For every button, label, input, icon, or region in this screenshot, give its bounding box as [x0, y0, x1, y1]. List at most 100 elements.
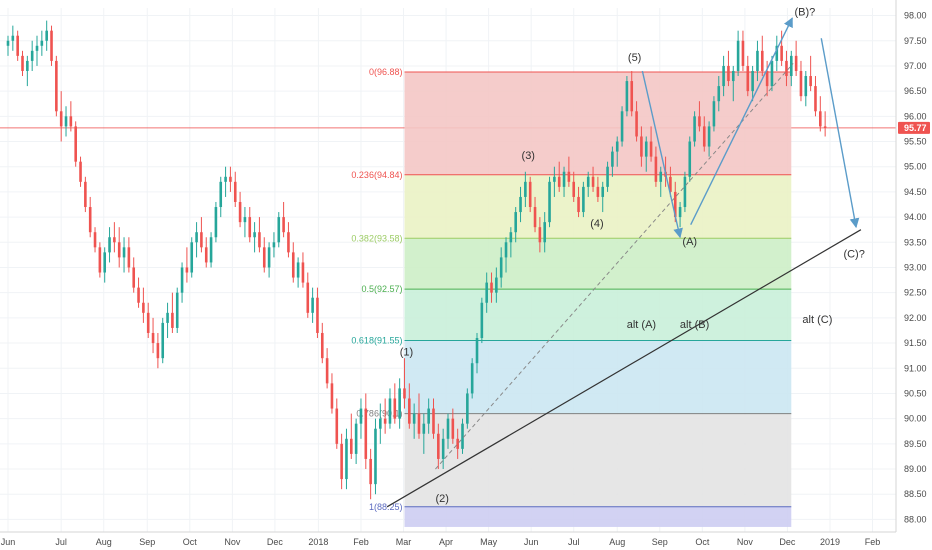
- fib-zone: [404, 413, 792, 507]
- candle-body: [693, 116, 696, 142]
- candle-body: [248, 217, 252, 238]
- wave-label: (4): [590, 218, 603, 230]
- price-tick-label: 95.50: [904, 137, 927, 147]
- candle-body: [461, 423, 464, 449]
- candle-body: [200, 232, 203, 248]
- price-tick-label: 88.50: [904, 489, 927, 499]
- candle-body: [311, 297, 314, 313]
- candle-body: [514, 212, 517, 233]
- time-axis-background: [0, 532, 896, 550]
- candle-body: [98, 247, 102, 273]
- candle-body: [528, 181, 532, 208]
- price-tick-label: 95.00: [904, 162, 927, 172]
- candle-body: [16, 35, 19, 56]
- candle-body: [596, 186, 600, 197]
- candle-body: [441, 438, 445, 459]
- candle-body: [780, 45, 783, 61]
- fib-level-label: 0.5(92.57): [361, 284, 402, 294]
- candle-body: [437, 433, 440, 459]
- fib-zone: [404, 289, 792, 341]
- candle-body: [40, 40, 44, 46]
- candle-body: [84, 181, 87, 208]
- candle-body: [171, 312, 174, 328]
- time-tick-label: Jun: [1, 537, 16, 547]
- time-tick-label: Feb: [353, 537, 369, 547]
- candle-body: [698, 116, 701, 127]
- price-tick-label: 94.50: [904, 187, 927, 197]
- candle-body: [330, 383, 334, 409]
- candle-body: [45, 30, 48, 41]
- candle-body: [291, 252, 295, 278]
- candle-body: [601, 186, 605, 197]
- candle-body: [673, 191, 677, 218]
- candle-body: [412, 413, 416, 424]
- candle-body: [214, 207, 218, 238]
- candle-body: [233, 181, 237, 202]
- candle-body: [301, 262, 305, 283]
- candle-body: [374, 428, 377, 485]
- price-tick-label: 93.50: [904, 237, 927, 247]
- candle-body: [562, 171, 566, 187]
- projection-arrow: [641, 70, 683, 239]
- current-price-tag: [898, 121, 930, 134]
- candle-body: [156, 343, 160, 359]
- price-tick-label: 92.50: [904, 288, 927, 298]
- candle-body: [504, 242, 508, 258]
- candle-body: [287, 232, 290, 253]
- fib-level-label: 0.786(90.1): [356, 409, 402, 419]
- candle-body: [229, 176, 232, 182]
- fib-level-label: 0(96.88): [369, 67, 403, 77]
- candle-body: [644, 141, 648, 157]
- time-axis[interactable]: Jun Jul Aug Sep Oct Nov Dec 2018 Feb Mar Apr May Jun…: [0, 531, 896, 550]
- fib-zone: [404, 238, 792, 290]
- candle-body: [538, 227, 542, 243]
- candle-body: [383, 418, 387, 424]
- candle-body: [654, 156, 658, 182]
- candle-body: [253, 232, 256, 238]
- candle-body: [306, 282, 310, 313]
- candle-body: [702, 126, 706, 147]
- candle-body: [543, 222, 547, 243]
- candle-body: [794, 55, 798, 71]
- candle-body: [475, 338, 479, 364]
- price-tick-label: 88.00: [904, 514, 927, 524]
- candle-body: [175, 292, 179, 328]
- candle-body: [770, 60, 774, 87]
- candle-body: [712, 101, 716, 127]
- time-tick-label: Sep: [139, 537, 155, 547]
- price-axis[interactable]: 98.00 97.50 97.00 96.50 96.00 95.50 95.00 94.50…: [895, 0, 932, 550]
- candle-body: [548, 181, 551, 223]
- candle-body: [282, 217, 285, 233]
- fib-level-label: 0.618(91.55): [351, 336, 402, 346]
- candle-body: [166, 312, 169, 323]
- candle-body: [267, 247, 271, 268]
- price-tick-label: 90.50: [904, 388, 927, 398]
- wave-label: (C)?: [843, 248, 864, 260]
- candle-body: [243, 217, 247, 223]
- candle-body: [495, 277, 498, 293]
- candle-body: [422, 423, 426, 434]
- candle-body: [79, 161, 82, 182]
- candle-body: [122, 247, 126, 258]
- candle-body: [359, 408, 363, 424]
- candle-body: [760, 50, 764, 71]
- time-tick-label: Dec: [779, 537, 796, 547]
- candle-body: [553, 176, 556, 182]
- candle-body: [408, 398, 411, 424]
- candle-body: [50, 30, 53, 61]
- candle-body: [103, 252, 107, 273]
- candle-body: [6, 40, 10, 46]
- candle-body: [722, 65, 725, 87]
- time-tick-label: Oct: [695, 537, 710, 547]
- wave-label: (5): [628, 52, 641, 64]
- fib-zone: [404, 340, 792, 414]
- candle-body: [572, 181, 576, 197]
- price-tick-label: 93.00: [904, 262, 927, 272]
- candle-body: [55, 60, 58, 112]
- candle-body: [669, 176, 672, 192]
- price-axis-background: [896, 0, 932, 550]
- time-tick-label: Nov: [737, 537, 754, 547]
- price-tick-label: 91.00: [904, 363, 927, 373]
- candle-body: [799, 70, 803, 97]
- candle-body: [185, 267, 189, 273]
